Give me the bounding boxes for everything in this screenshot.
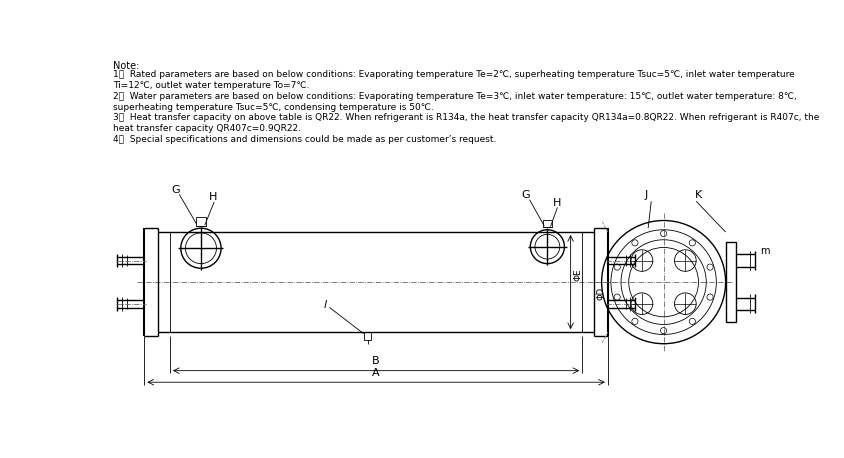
Bar (725, 242, 736, 322)
Text: 1．  Rated parameters are based on below conditions: Evaporating temperature Te=2: 1． Rated parameters are based on below c… (113, 71, 794, 79)
Text: B: B (372, 356, 380, 366)
Text: J: J (644, 190, 647, 200)
Bar (363, 332, 371, 340)
Text: m: m (760, 246, 769, 256)
Text: A: A (372, 368, 380, 377)
Text: 2．  Water parameters are based on below conditions: Evaporating temperature Te=3: 2． Water parameters are based on below c… (113, 92, 796, 101)
Text: H: H (208, 192, 217, 202)
Bar (542, 220, 551, 228)
Text: G: G (171, 185, 181, 195)
Text: G: G (521, 190, 529, 200)
Text: ΦD: ΦD (596, 287, 604, 300)
Text: ΦE: ΦE (573, 268, 582, 281)
Text: superheating temperature Tsuc=5℃, condensing temperature is 50℃.: superheating temperature Tsuc=5℃, conden… (113, 103, 434, 112)
Text: l: l (323, 300, 326, 310)
Text: 4．  Special specifications and dimensions could be made as per customer’s reques: 4． Special specifications and dimensions… (113, 135, 496, 144)
Bar (195, 217, 206, 226)
Text: H: H (552, 198, 560, 208)
Text: K: K (694, 190, 701, 200)
Text: Note:: Note: (113, 61, 139, 71)
Text: Ti=12℃, outlet water temperature To=7℃.: Ti=12℃, outlet water temperature To=7℃. (113, 81, 310, 90)
Text: heat transfer capacity QR407c=0.9QR22.: heat transfer capacity QR407c=0.9QR22. (113, 124, 301, 133)
Text: 3．  Heat transfer capacity on above table is QR22. When refrigerant is R134a, th: 3． Heat transfer capacity on above table… (113, 114, 819, 122)
